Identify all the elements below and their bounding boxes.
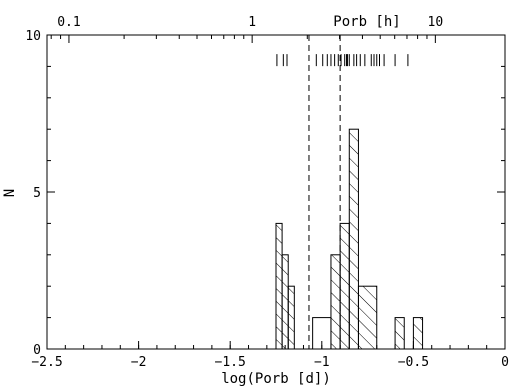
x-tick-label-0: −2.5 bbox=[31, 355, 62, 370]
tick-labels: −2.5 −2 −1.5 −1 −0.5 0 0 5 10 0.1 1 10 bbox=[25, 15, 509, 370]
x-tick-label-3: −1 bbox=[314, 355, 330, 370]
top-axis-label: Porb [h] bbox=[333, 14, 400, 30]
histogram-bar-7 bbox=[357, 285, 378, 350]
top-tick-label-1: 1 bbox=[248, 15, 256, 30]
x-tick-label-4: −0.5 bbox=[398, 355, 429, 370]
histogram-bar-9 bbox=[412, 317, 424, 350]
histogram-bar-8 bbox=[394, 317, 405, 350]
y-tick-label-1: 5 bbox=[33, 186, 41, 201]
rug-marks bbox=[276, 54, 409, 67]
histogram-bar-1 bbox=[281, 254, 289, 350]
top-tick-label-0: 0.1 bbox=[57, 15, 80, 30]
x-tick-label-2: −1.5 bbox=[215, 355, 246, 370]
x-axis-label: log(Porb [d]) bbox=[221, 371, 331, 386]
axis-ticks bbox=[46, 34, 506, 350]
histogram-bar-6 bbox=[348, 128, 359, 350]
histogram-bar-0 bbox=[275, 222, 283, 350]
histogram-bar-5 bbox=[339, 222, 350, 350]
y-axis-label: N bbox=[2, 189, 18, 197]
x-tick-label-5: 0 bbox=[501, 355, 509, 370]
y-tick-label-0: 0 bbox=[33, 343, 41, 358]
histogram-bins bbox=[275, 128, 424, 350]
top-tick-label-2: 10 bbox=[428, 15, 444, 30]
reference-lines bbox=[308, 35, 341, 349]
histogram-bar-4 bbox=[330, 254, 341, 350]
x-tick-label-1: −2 bbox=[131, 355, 147, 370]
histogram-bar-2 bbox=[287, 285, 295, 350]
y-tick-label-2: 10 bbox=[25, 29, 41, 44]
